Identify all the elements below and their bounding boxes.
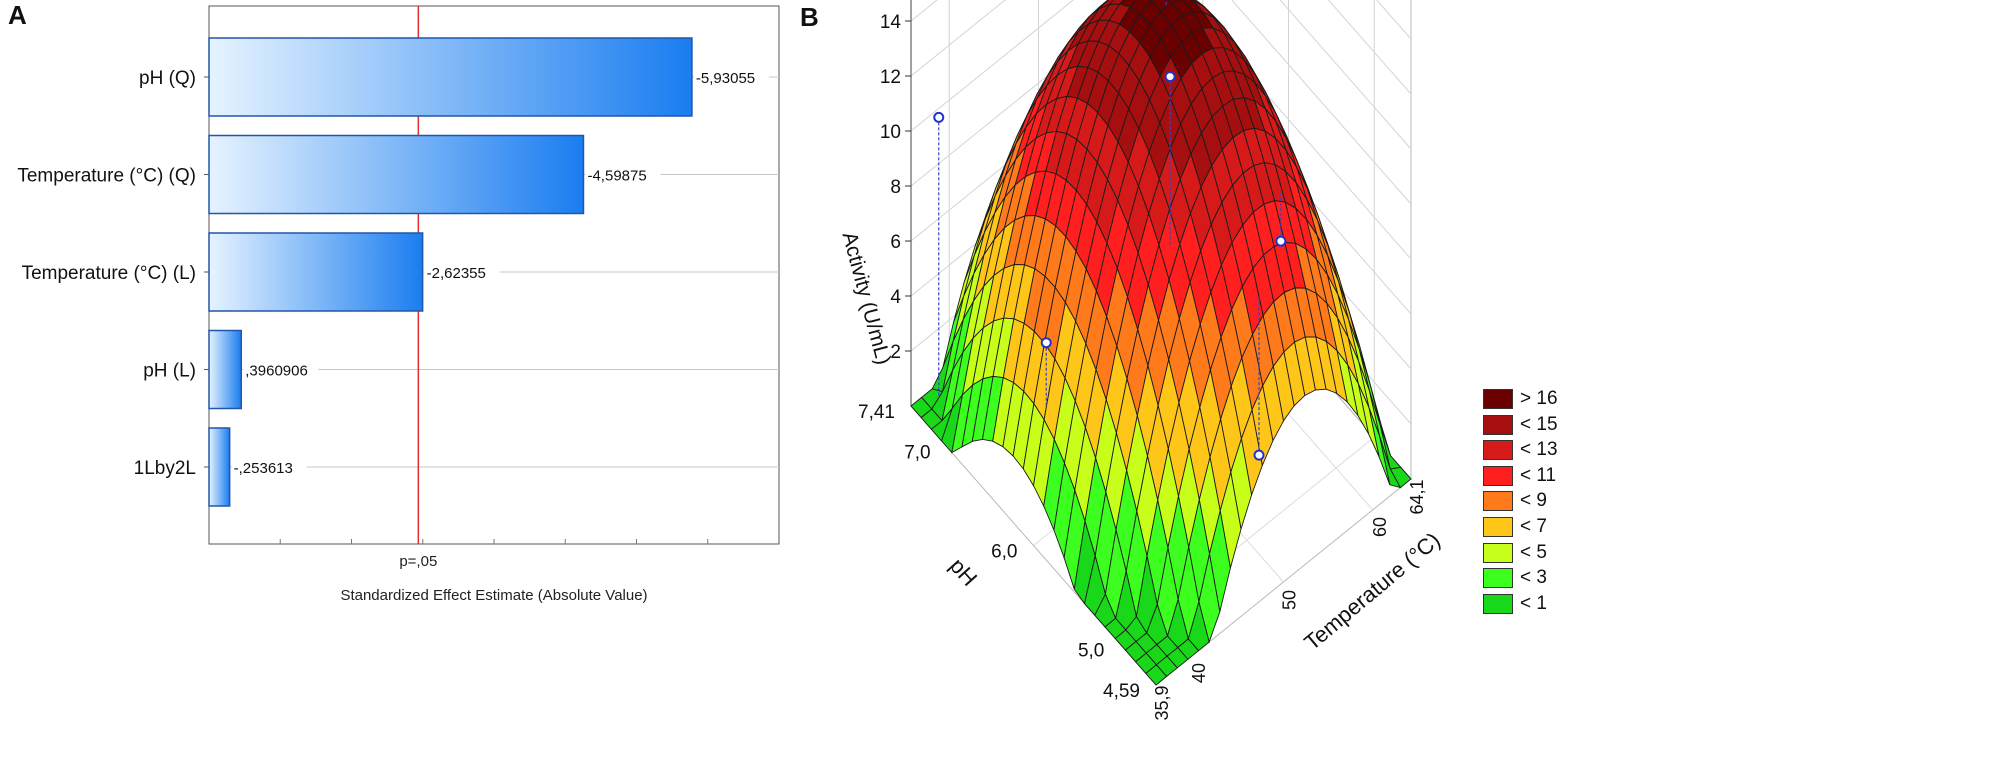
legend-swatch xyxy=(1483,542,1513,563)
legend-label: < 1 xyxy=(1520,592,1547,614)
category-label: pH (Q) xyxy=(139,68,196,89)
category-label: pH (L) xyxy=(143,361,196,382)
temp-tick-label: 50 xyxy=(1280,590,1300,610)
z-tick-label: 14 xyxy=(880,12,902,33)
value-label-bg xyxy=(585,163,661,186)
value-label: -2,62355 xyxy=(427,265,486,282)
value-label-bg xyxy=(693,66,769,88)
legend-label: < 13 xyxy=(1520,439,1558,461)
ph-tick-label: 7,0 xyxy=(904,443,930,464)
legend-item: < 7 xyxy=(1483,516,1593,539)
legend-swatch xyxy=(1483,593,1513,614)
legend-item: < 11 xyxy=(1483,464,1593,488)
z-tick-label: 8 xyxy=(890,177,901,198)
legend-label: < 11 xyxy=(1520,464,1557,486)
temp-tick-label: 35,9 xyxy=(1152,685,1172,720)
wall-gridline xyxy=(910,0,1412,260)
legend-item: < 15 xyxy=(1483,413,1593,437)
legend-label: < 7 xyxy=(1520,516,1547,537)
z-tick-label: 12 xyxy=(880,67,901,88)
bar xyxy=(208,232,424,312)
category-label: 1Lby2L xyxy=(134,458,196,479)
temp-tick-label: 40 xyxy=(1189,663,1209,683)
ph-tick-label: 5,0 xyxy=(1078,640,1104,661)
data-point xyxy=(1275,235,1287,247)
pareto-chart: pH (Q) -5,93055 Temperature (°C) (Q) -4,598… xyxy=(17,5,780,604)
legend-swatch xyxy=(1483,491,1513,512)
legend-item: < 9 xyxy=(1483,490,1593,513)
z-tick-label: 2 xyxy=(890,342,901,363)
legend-swatch xyxy=(1483,517,1513,537)
value-label: -,253613 xyxy=(234,460,293,477)
ph-tick-label: 4,59 xyxy=(1103,681,1140,702)
value-label: ,3960906 xyxy=(245,363,308,380)
wall-gridline xyxy=(910,0,1412,150)
z-tick-label: 10 xyxy=(880,122,901,143)
legend-swatch xyxy=(1483,414,1513,435)
wall-gridline xyxy=(910,0,1412,205)
z-tick-label: 4 xyxy=(890,287,901,308)
legend-item: < 1 xyxy=(1483,592,1593,616)
legend-label: < 3 xyxy=(1520,567,1547,589)
legend-swatch xyxy=(1483,568,1513,589)
category-label: Temperature (°C) (Q) xyxy=(17,166,196,187)
value-label-bg xyxy=(424,261,500,283)
value-label: -5,93055 xyxy=(696,70,755,87)
legend-swatch xyxy=(1483,389,1513,409)
surface-facet xyxy=(1145,664,1168,686)
ph-tick-label: 6,0 xyxy=(991,542,1017,563)
data-point xyxy=(933,111,945,123)
temp-axis-label: Temperature (°C) xyxy=(1299,527,1444,655)
ph-axis-label: pH xyxy=(945,553,982,591)
bar xyxy=(208,427,231,507)
temp-tick-label: 60 xyxy=(1370,517,1390,537)
ph-tick-label: 7,41 xyxy=(858,402,895,423)
legend-swatch xyxy=(1483,440,1513,461)
legend-item: < 3 xyxy=(1483,567,1593,590)
temp-tick-label: 64,1 xyxy=(1407,479,1427,514)
data-point xyxy=(1253,449,1265,461)
value-label: -4,59875 xyxy=(587,168,646,185)
legend-label: < 5 xyxy=(1520,541,1547,563)
legend-label: < 9 xyxy=(1520,490,1547,512)
bar xyxy=(208,329,243,410)
category-label: Temperature (°C) (L) xyxy=(22,263,196,284)
value-label-bg xyxy=(231,456,307,478)
legend-swatch xyxy=(1483,465,1513,486)
legend-item: < 13 xyxy=(1483,439,1593,462)
value-label-bg xyxy=(243,358,319,381)
x-axis-label: Standardized Effect Estimate (Absolute V… xyxy=(340,587,647,604)
panel-label-a: A xyxy=(8,0,27,30)
data-point xyxy=(1164,71,1176,83)
panel-label-b: B xyxy=(800,2,819,32)
legend-item: > 16 xyxy=(1483,388,1593,411)
wall-gridline xyxy=(910,0,1412,95)
legend-label: < 15 xyxy=(1520,413,1558,435)
legend-label: > 16 xyxy=(1520,388,1558,409)
bar xyxy=(208,37,693,117)
response-surface-chart: 246810121416Activity (U/mL)4,595,06,07,0… xyxy=(838,0,1445,721)
z-axis-label: Activity (U/mL) xyxy=(838,229,896,367)
data-point xyxy=(1040,337,1052,349)
z-tick-label: 6 xyxy=(890,232,901,253)
significance-label: p=,05 xyxy=(399,553,437,570)
legend-item: < 5 xyxy=(1483,541,1593,565)
bar xyxy=(208,134,585,215)
